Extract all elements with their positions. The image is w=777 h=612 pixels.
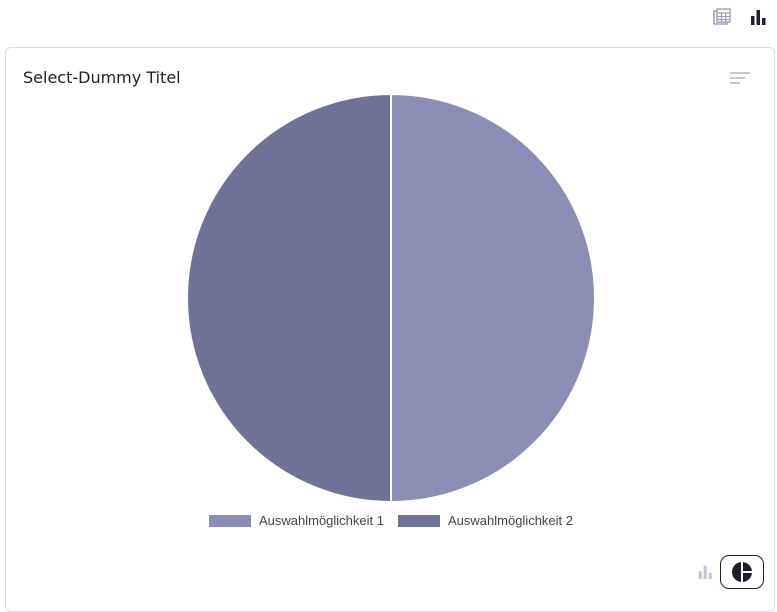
pie-chart xyxy=(186,92,596,504)
legend-label-1: Auswahlmöglichkeit 1 xyxy=(258,513,384,528)
table-icon xyxy=(713,8,731,25)
sort-lines-icon xyxy=(730,72,750,84)
legend-swatch-2 xyxy=(398,514,440,527)
legend-label-2: Auswahlmöglichkeit 2 xyxy=(448,513,574,528)
pie-chart-icon xyxy=(732,562,752,582)
bar-chart-icon xyxy=(751,10,766,25)
view-toolbar xyxy=(711,6,769,28)
sort-button[interactable] xyxy=(728,68,752,88)
legend-swatch-1 xyxy=(208,514,251,527)
chart-card: Select-Dummy Titel Auswahlmöglichkeit 1 … xyxy=(5,47,775,612)
pie-slice-2[interactable] xyxy=(186,92,392,504)
chart-type-toggle xyxy=(694,555,764,589)
bar-chart-icon xyxy=(698,565,712,580)
table-view-button[interactable] xyxy=(711,6,733,28)
legend-item-1[interactable]: Auswahlmöglichkeit 1 xyxy=(208,513,384,528)
pie-slice-1[interactable] xyxy=(390,92,596,504)
bar-chart-toggle-button[interactable] xyxy=(694,555,716,589)
pie-chart-toggle-button[interactable] xyxy=(720,555,764,589)
chart-view-button[interactable] xyxy=(747,6,769,28)
chart-legend: Auswahlmöglichkeit 1 Auswahlmöglichkeit … xyxy=(6,513,776,528)
legend-item-2[interactable]: Auswahlmöglichkeit 2 xyxy=(398,513,573,528)
card-title: Select-Dummy Titel xyxy=(23,68,181,87)
